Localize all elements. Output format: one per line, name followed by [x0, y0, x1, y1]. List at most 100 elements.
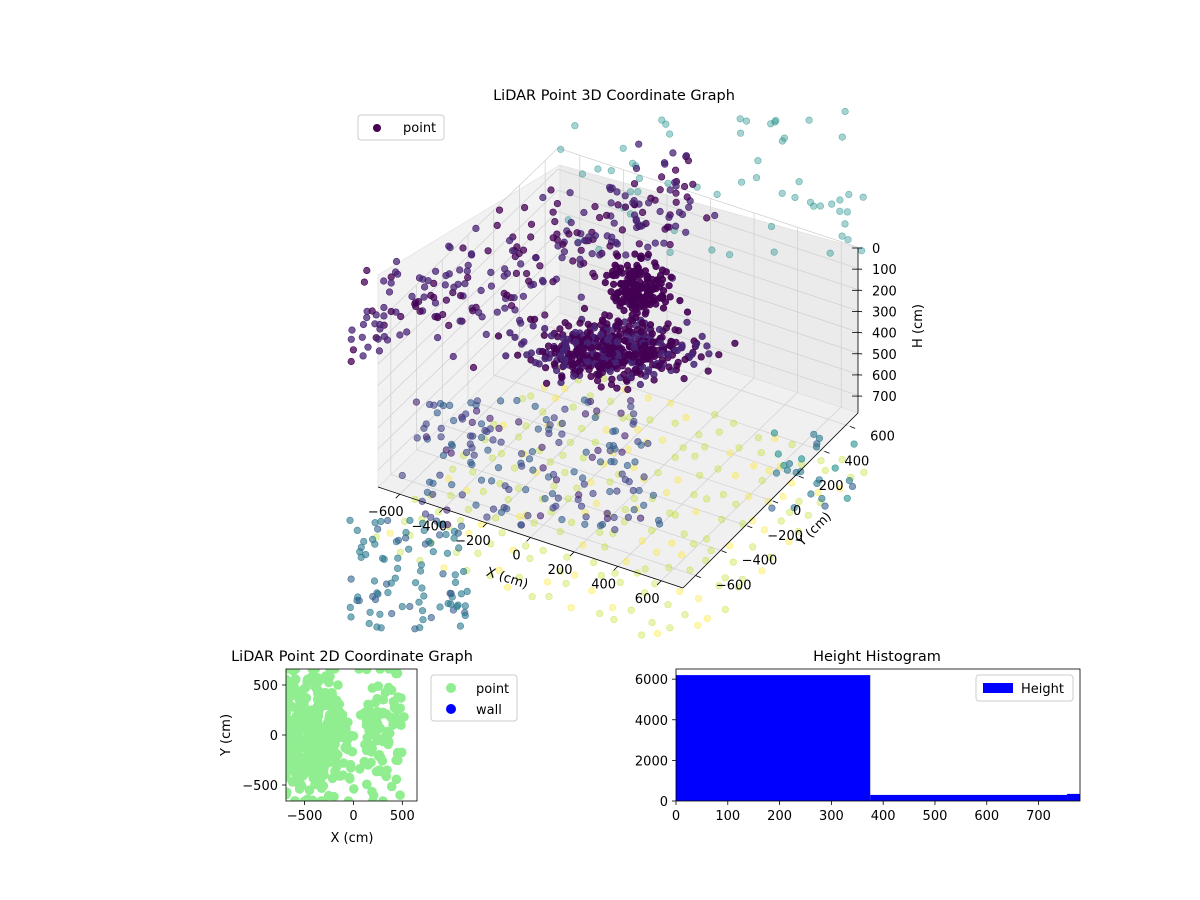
point-3d-1297	[545, 430, 553, 438]
point-3d-103	[671, 419, 679, 427]
grid-3d	[377, 147, 864, 582]
point-3d-1366	[450, 417, 458, 425]
point-3d-184	[686, 566, 694, 574]
point-3d-339	[672, 198, 680, 206]
point-3d-375	[493, 308, 501, 316]
point-3d-535	[671, 166, 680, 174]
point-3d-308	[392, 257, 401, 266]
point-3d-210	[694, 621, 702, 629]
point-3d-1052	[613, 365, 621, 373]
point-3d-133	[715, 428, 723, 436]
point-3d-54	[559, 451, 567, 459]
x-tick-label-3d-1: −400	[411, 520, 447, 535]
point-3d-770	[608, 375, 616, 383]
point-3d-27	[551, 394, 560, 402]
point-2d-514	[378, 707, 389, 718]
grid-3d-z-line-5	[377, 253, 864, 429]
point-3d-1495	[411, 625, 419, 633]
point-3d-143	[671, 511, 679, 519]
point-3d-177	[765, 467, 773, 475]
point-3d-641	[540, 331, 548, 339]
point-3d-1211	[625, 322, 633, 331]
x-tick-label-3d-2: −200	[455, 534, 491, 549]
point-3d-284	[680, 182, 689, 191]
point-3d-1385	[598, 520, 607, 529]
point-3d-1486	[394, 536, 403, 544]
point-3d-212	[721, 605, 729, 614]
point-3d-92	[526, 554, 534, 563]
point-3d-1314	[489, 505, 498, 513]
y-tick-label-2d-1: 0	[270, 729, 278, 744]
y-tick-3d-4	[798, 475, 804, 479]
point-3d-1478	[374, 525, 382, 533]
legend-3d: point	[357, 114, 445, 141]
z-tick-label-3d-4: 400	[872, 327, 897, 342]
z-tick-label-3d-2: 200	[872, 284, 897, 299]
x-tick-label-3d-6: 600	[635, 592, 660, 607]
point-3d-1482	[383, 580, 391, 588]
point-3d-346	[703, 214, 711, 222]
point-3d-1368	[538, 443, 546, 451]
point-3d-324	[541, 311, 549, 319]
point-3d-64	[515, 513, 524, 521]
point-3d-246	[843, 208, 851, 216]
point-3d-1509	[807, 490, 815, 498]
point-3d-261	[634, 188, 642, 196]
point-3d-961	[650, 370, 658, 379]
point-3d-512	[363, 266, 371, 275]
point-3d-443	[506, 237, 514, 245]
point-2d-412	[313, 673, 323, 683]
point-3d-6	[449, 465, 457, 473]
point-3d-1309	[433, 409, 441, 417]
point-3d-219	[804, 511, 813, 519]
point-2d-464	[363, 699, 373, 710]
point-2d-425	[344, 772, 355, 783]
y-axis-line	[682, 412, 859, 589]
point-3d-1361	[582, 448, 590, 456]
point-3d-484	[477, 286, 485, 295]
point-3d-1058	[550, 344, 559, 353]
point-3d-1239	[645, 288, 653, 296]
point-3d-1031	[560, 346, 568, 355]
point-3d-71	[602, 426, 610, 434]
grid-3d-y-line-4	[493, 374, 799, 477]
point-3d-1386	[423, 488, 432, 496]
chart-histogram: Height Histogram 0 100 200 300 400 500 600 7000…	[635, 649, 1081, 824]
point-3d-1455	[384, 588, 392, 597]
point-3d-277	[742, 117, 751, 125]
point-3d-1329	[609, 427, 617, 436]
point-2d-41	[343, 796, 354, 801]
histogram-bar-0	[676, 675, 871, 801]
point-3d-1053	[580, 344, 589, 353]
point-3d-901	[597, 330, 605, 339]
point-3d-962	[523, 351, 531, 359]
point-3d-118	[695, 431, 703, 439]
point-3d-180	[637, 631, 646, 639]
point-3d-448	[515, 316, 524, 325]
point-3d-244	[619, 144, 627, 152]
point-3d-1508	[843, 494, 851, 502]
legend-2d-point-marker	[446, 683, 456, 693]
point-3d-581	[624, 385, 632, 394]
point-3d-402	[445, 321, 453, 330]
point-3d-1127	[676, 297, 684, 305]
point-3d-122	[571, 571, 579, 579]
point-3d-1057	[631, 366, 639, 374]
point-3d-948	[587, 372, 595, 381]
point-3d-121	[562, 579, 570, 588]
point-3d-434	[669, 149, 677, 157]
point-3d-1499	[454, 601, 462, 609]
point-3d-318	[359, 320, 368, 329]
point-3d-342	[666, 241, 674, 249]
point-3d-1229	[646, 301, 654, 309]
point-3d-411	[383, 336, 392, 344]
point-3d-465	[469, 307, 477, 315]
point-3d-1054	[568, 363, 577, 371]
point-3d-1020	[613, 384, 621, 392]
point-3d-170	[677, 551, 686, 559]
point-3d-1279	[517, 521, 525, 529]
point-3d-157	[680, 530, 688, 538]
point-3d-1223	[657, 279, 665, 288]
point-3d-1023	[621, 337, 629, 345]
point-3d-403	[408, 292, 416, 301]
